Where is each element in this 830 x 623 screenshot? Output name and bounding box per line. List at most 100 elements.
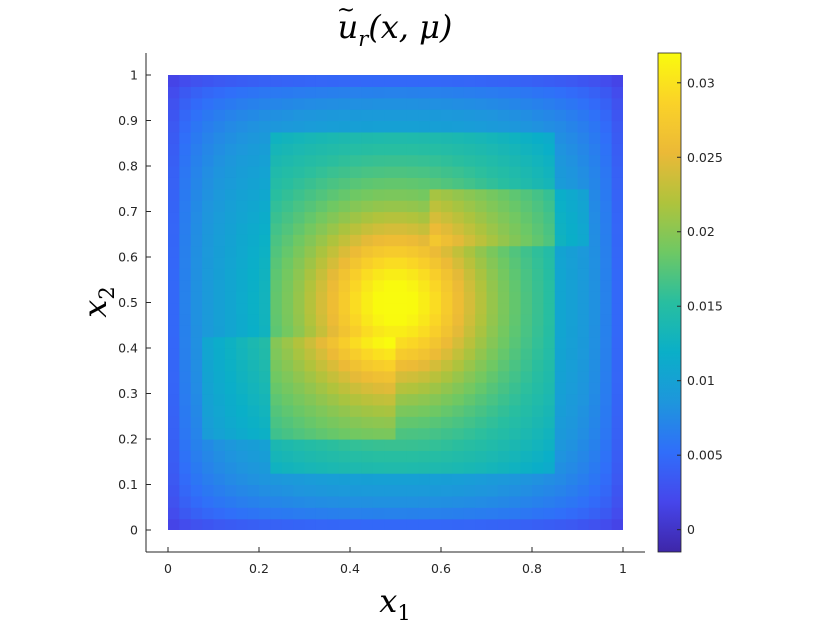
heatmap-cell: [577, 484, 590, 497]
heatmap-cell: [600, 120, 613, 133]
heatmap-cell: [554, 518, 567, 530]
heatmap-cell: [190, 222, 203, 235]
heatmap-cell: [588, 245, 601, 258]
heatmap-cell: [213, 291, 226, 304]
heatmap-cell: [588, 393, 601, 406]
heatmap-cell: [395, 120, 408, 133]
heatmap-cell: [293, 473, 306, 486]
heatmap-cell: [236, 222, 249, 235]
heatmap-cell: [384, 279, 397, 292]
heatmap-cell: [406, 313, 419, 326]
heatmap-cell: [338, 325, 351, 338]
heatmap-cell: [350, 382, 362, 395]
heatmap-cell: [361, 109, 374, 122]
heatmap-cell: [395, 109, 408, 122]
heatmap-cell: [384, 143, 397, 156]
heatmap-cell: [486, 177, 499, 190]
heatmap-cell: [293, 370, 306, 383]
heatmap-cell: [361, 507, 374, 520]
heatmap-cell: [384, 131, 397, 144]
heatmap-cell: [168, 131, 180, 144]
heatmap-cell: [304, 393, 317, 406]
heatmap-cell: [168, 450, 180, 463]
heatmap-cell: [406, 154, 419, 167]
heatmap-cell: [395, 313, 408, 326]
heatmap-cell: [509, 461, 522, 474]
heatmap-cell: [418, 302, 431, 315]
heatmap-cell: [452, 120, 465, 133]
heatmap-cell: [418, 313, 431, 326]
heatmap-cell: [236, 86, 249, 99]
heatmap-cell: [315, 268, 328, 281]
heatmap-cell: [429, 461, 442, 474]
heatmap-cell: [520, 200, 533, 213]
heatmap-cell: [372, 291, 385, 304]
heatmap-cell: [247, 450, 260, 463]
heatmap-cell: [293, 518, 306, 530]
heatmap-cell: [247, 507, 260, 520]
heatmap-cell: [600, 393, 613, 406]
heatmap-cell: [190, 211, 203, 224]
heatmap-cell: [350, 97, 362, 110]
heatmap-cell: [304, 257, 317, 269]
heatmap-cell: [577, 200, 590, 213]
heatmap-cell: [509, 416, 522, 429]
heatmap-cell: [543, 518, 556, 530]
heatmap-cell: [281, 166, 294, 178]
heatmap-cell: [350, 177, 362, 190]
heatmap-cell: [202, 518, 215, 530]
heatmap-cell: [190, 484, 203, 497]
heatmap-cell: [350, 313, 362, 326]
heatmap-cell: [315, 313, 328, 326]
heatmap-cell: [452, 234, 465, 247]
heatmap-cell: [190, 325, 203, 338]
heatmap-cell: [532, 188, 544, 201]
heatmap-cell: [497, 450, 510, 463]
heatmap-cell: [554, 507, 567, 520]
heatmap-cell: [463, 86, 476, 99]
heatmap-cell: [497, 325, 510, 338]
heatmap-cell: [588, 97, 601, 110]
heatmap-cell: [532, 109, 544, 122]
heatmap-cell: [452, 188, 465, 201]
heatmap-cell: [611, 177, 623, 190]
heatmap-cell: [247, 439, 260, 451]
colorbar-tick-label: 0.02: [687, 224, 715, 239]
heatmap-cell: [418, 439, 431, 451]
heatmap-cell: [566, 302, 579, 315]
heatmap-cell: [543, 313, 556, 326]
heatmap-cell: [372, 154, 385, 167]
heatmap-cell: [509, 200, 522, 213]
heatmap-cell: [179, 143, 192, 156]
heatmap-cell: [168, 416, 180, 429]
heatmap-cell: [361, 313, 374, 326]
heatmap-cell: [281, 222, 294, 235]
heatmap-cell: [168, 359, 180, 372]
heatmap-cell: [554, 348, 567, 360]
heatmap-cell: [270, 370, 283, 383]
heatmap-cell: [350, 245, 362, 258]
heatmap-cell: [224, 518, 237, 530]
heatmap-cell: [463, 461, 476, 474]
heatmap-cell: [293, 200, 306, 213]
heatmap-cell: [532, 131, 544, 144]
heatmap-cell: [554, 97, 567, 110]
heatmap-cell: [179, 291, 192, 304]
heatmap-cell: [441, 439, 453, 451]
heatmap-cell: [406, 131, 419, 144]
heatmap-cell: [520, 336, 533, 349]
heatmap-cell: [384, 359, 397, 372]
heatmap-cell: [588, 325, 601, 338]
heatmap-cell: [611, 495, 623, 508]
heatmap-cell: [224, 450, 237, 463]
heatmap-cell: [406, 291, 419, 304]
heatmap-cell: [611, 382, 623, 395]
heatmap-cell: [577, 211, 590, 224]
heatmap-cell: [372, 461, 385, 474]
heatmap-cell: [577, 222, 590, 235]
heatmap-cell: [463, 393, 476, 406]
heatmap-cell: [532, 313, 544, 326]
heatmap-cell: [259, 393, 271, 406]
heatmap-cell: [577, 109, 590, 122]
